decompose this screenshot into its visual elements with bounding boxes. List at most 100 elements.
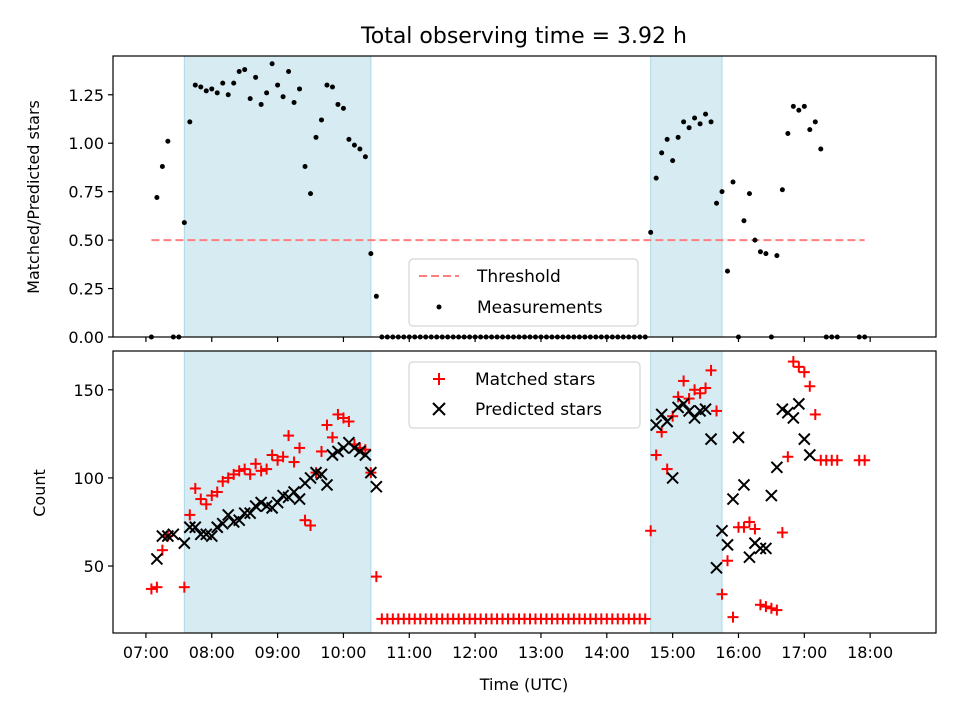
predicted-star-point xyxy=(232,513,246,527)
matched-star-point xyxy=(694,387,706,399)
predicted-star-point xyxy=(178,536,191,550)
measurement-point xyxy=(697,121,703,127)
predicted-star-point xyxy=(666,471,679,485)
measurement-point xyxy=(346,136,352,142)
top-ytick-label: 0.75 xyxy=(68,183,104,202)
bottom-ytick-label: 150 xyxy=(73,381,104,400)
predicted-star-point xyxy=(688,411,701,425)
matched-star-point xyxy=(705,364,717,376)
predicted-star-point xyxy=(222,508,235,522)
xtick-label: 11:00 xyxy=(386,643,432,662)
top-legend-box xyxy=(408,258,639,327)
xtick-label: 08:00 xyxy=(189,643,235,662)
top-shaded-window-1 xyxy=(650,55,723,338)
measurement-point xyxy=(774,253,780,259)
xtick-label: 07:00 xyxy=(123,643,169,662)
measurement-point xyxy=(313,134,319,140)
matched-star-point xyxy=(716,588,728,600)
measurement-point xyxy=(779,187,785,193)
predicted-star-point xyxy=(254,496,268,509)
bottom-panel: 50 100 150 07:00 08:00 09:00 10:00 11:00 12:00 1… xyxy=(30,350,937,694)
matched-star-point xyxy=(760,601,772,613)
matched-star-point xyxy=(650,449,662,461)
measurement-point xyxy=(648,229,654,235)
measurement-point xyxy=(214,90,220,96)
matched-star-point xyxy=(743,516,755,528)
measurement-point xyxy=(373,293,379,299)
matched-star-point xyxy=(195,493,207,505)
bottom-legend: Matched stars Predicted stars xyxy=(408,361,641,429)
measurement-point xyxy=(335,101,341,107)
predicted-star-point xyxy=(759,542,773,555)
legend-predicted-label: Predicted stars xyxy=(475,400,602,420)
predicted-star-point xyxy=(243,506,257,520)
measurement-point xyxy=(231,80,237,86)
bottom-x-ticks: 07:00 08:00 09:00 10:00 11:00 12:00 13:00 14:00… xyxy=(123,633,893,662)
predicted-star-point xyxy=(353,445,367,458)
predicted-star-point xyxy=(348,441,361,455)
xtick-label: 16:00 xyxy=(715,643,761,662)
matched-star-point xyxy=(239,463,251,475)
top-axes-frame xyxy=(112,55,937,338)
matched-star-point xyxy=(200,498,212,510)
measurement-point xyxy=(790,103,796,109)
xtick-label: 15:00 xyxy=(650,643,696,662)
xtick-label: 18:00 xyxy=(847,643,893,662)
predicted-star-point xyxy=(660,415,674,428)
predicted-star-point xyxy=(803,448,817,462)
matched-star-point xyxy=(288,456,300,468)
predicted-star-point xyxy=(699,402,712,416)
measurement-point xyxy=(351,142,357,148)
xtick-label: 17:00 xyxy=(781,643,827,662)
measurement-point xyxy=(357,146,363,152)
measurement-point xyxy=(796,107,802,113)
top-y-ticks: 0.00 0.25 0.50 0.75 1.00 1.25 xyxy=(68,86,113,347)
measurement-point xyxy=(258,101,264,107)
measurement-point xyxy=(154,194,160,200)
chart-title: Total observing time = 3.92 h xyxy=(360,24,687,49)
measurement-point xyxy=(719,189,725,195)
measurement-point xyxy=(165,138,171,144)
matched-star-point xyxy=(299,514,311,526)
matched-star-point xyxy=(343,416,355,427)
matched-star-point xyxy=(754,599,766,611)
matched-star-point xyxy=(233,465,245,477)
predicted-star-point xyxy=(271,496,284,509)
predicted-star-point xyxy=(649,418,663,432)
measurement-point xyxy=(318,117,324,123)
matched-star-point xyxy=(639,613,651,625)
measurement-point xyxy=(209,86,215,92)
predicted-star-point xyxy=(156,529,169,543)
measurement-point xyxy=(763,251,769,257)
bottom-y-ticks: 50 100 150 xyxy=(73,381,113,576)
predicted-star-point xyxy=(754,542,767,555)
matched-star-point xyxy=(244,468,256,480)
matched-star-point xyxy=(787,356,799,368)
matched-star-point xyxy=(189,482,201,494)
predicted-star-point xyxy=(364,466,378,479)
predicted-star-point xyxy=(721,538,734,552)
predicted-star-point xyxy=(315,468,328,481)
measurement-point xyxy=(329,84,335,90)
predicted-star-point xyxy=(183,521,197,534)
xtick-label: 10:00 xyxy=(320,643,366,662)
predicted-star-point xyxy=(765,489,778,502)
bottom-ytick-label: 100 xyxy=(73,469,104,488)
bottom-shaded-window-1 xyxy=(650,350,723,634)
matched-star-point xyxy=(711,405,723,417)
predicted-star-point xyxy=(370,480,383,493)
matched-star-point xyxy=(151,581,163,593)
predicted-star-point xyxy=(205,529,218,543)
measurement-point xyxy=(801,103,807,109)
matched-star-point xyxy=(727,611,739,623)
xtick-label: 13:00 xyxy=(518,643,564,662)
measurement-point xyxy=(807,127,813,133)
matched-star-point xyxy=(645,525,657,537)
xtick-label: 14:00 xyxy=(584,643,630,662)
top-legend: Threshold Measurements xyxy=(408,258,639,327)
measurement-point xyxy=(692,115,698,121)
predicted-star-point xyxy=(787,411,800,425)
matched-star-point xyxy=(315,445,327,457)
predicted-star-point xyxy=(216,517,229,530)
